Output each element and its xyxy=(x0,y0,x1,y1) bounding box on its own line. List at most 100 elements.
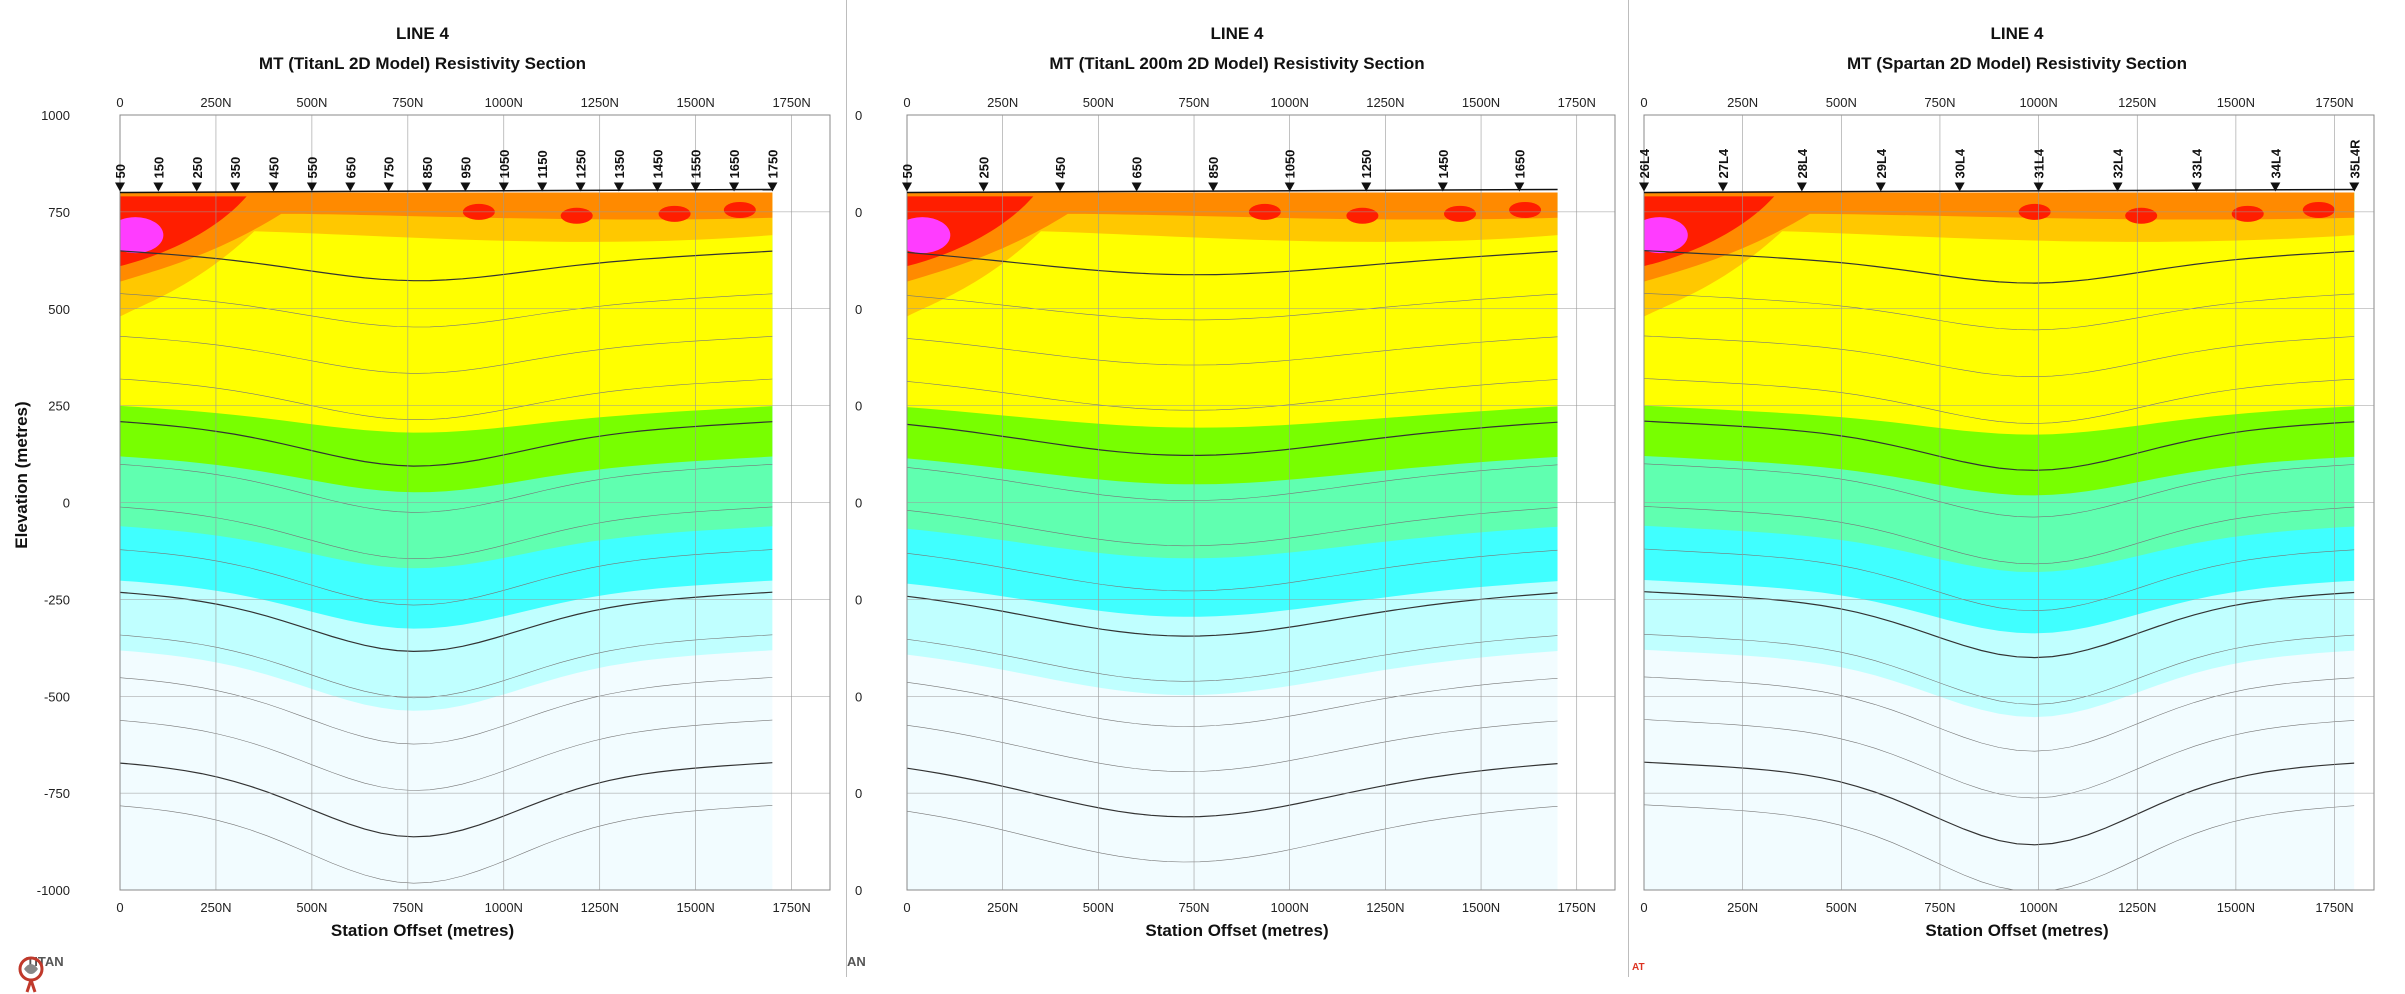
y-tick-label: 0 xyxy=(855,108,862,123)
station-label: 850 xyxy=(420,157,435,179)
station-marker xyxy=(2349,182,2360,192)
chart-3-plot: 0 0 250N 250N 500N 500N 750N 750N 1000N 1000N 1250… xyxy=(1637,95,2375,915)
chart-3-grid xyxy=(1643,114,2375,891)
band-gold xyxy=(907,192,1558,317)
contour-line xyxy=(120,378,773,421)
contour-line xyxy=(120,677,773,745)
anomaly-1 xyxy=(560,207,593,224)
station-marker xyxy=(575,182,586,192)
station-marker xyxy=(191,182,202,192)
band-orange xyxy=(907,192,1558,282)
x-tick-label-top: 750N xyxy=(1178,95,1209,110)
partial-logo: AN xyxy=(847,954,867,969)
band-magenta xyxy=(1644,217,1688,254)
station-label: 250 xyxy=(190,157,205,179)
contour-line xyxy=(907,250,1558,276)
station-label: 50 xyxy=(113,164,128,178)
y-tick-label: 250 xyxy=(48,399,70,414)
y-tick-label: 0 xyxy=(855,883,862,898)
station-label: 1750 xyxy=(765,150,780,179)
contour-line xyxy=(907,549,1558,592)
x-tick-label-top: 1000N xyxy=(485,95,523,110)
anomaly-2 xyxy=(1444,205,1477,222)
x-tick-label-top: 1000N xyxy=(1271,95,1309,110)
contour-line xyxy=(907,720,1558,773)
band-yellow xyxy=(120,192,773,433)
x-tick-label-top: 1250N xyxy=(581,95,619,110)
station-marker xyxy=(978,182,989,192)
station-marker xyxy=(460,182,471,192)
station-label: 450 xyxy=(1053,157,1068,179)
station-marker xyxy=(498,182,509,192)
station-label: 1450 xyxy=(650,150,665,179)
station-label: 150 xyxy=(151,157,166,179)
panel-1: LINE 4 MT (TitanL 2D Model) Resistivity … xyxy=(0,0,845,993)
x-tick-label-top: 1250N xyxy=(2118,95,2156,110)
anomaly-2 xyxy=(658,205,691,222)
x-tick-label-bottom: 750N xyxy=(1178,900,1209,915)
x-tick-label-bottom: 0 xyxy=(116,900,123,915)
x-tick-label-top: 500N xyxy=(1826,95,1857,110)
station-marker xyxy=(1954,182,1965,192)
x-tick-label-top: 0 xyxy=(1640,95,1647,110)
chart-3-subtitle: MT (Spartan 2D Model) Resistivity Sectio… xyxy=(1846,54,2188,73)
x-tick-label-bottom: 1500N xyxy=(677,900,715,915)
station-label: 1050 xyxy=(497,150,512,179)
contour-line xyxy=(120,719,773,791)
band-yellow xyxy=(907,192,1558,428)
station-marker xyxy=(2033,182,2044,192)
topography-line xyxy=(119,188,773,194)
chart-1-x-axis-label: Station Offset (metres) xyxy=(330,921,515,940)
station-label: 1250 xyxy=(574,150,589,179)
contour-line xyxy=(120,293,773,328)
panel-divider-1 xyxy=(846,0,847,977)
x-tick-label-top: 250N xyxy=(987,95,1018,110)
station-label: 33L4 xyxy=(2189,148,2204,178)
x-tick-label-top: 1500N xyxy=(2217,95,2255,110)
contour-line xyxy=(120,506,773,560)
contour-line xyxy=(120,762,773,838)
station-label: 1650 xyxy=(1512,150,1527,179)
x-tick-label-bottom: 1000N xyxy=(485,900,523,915)
x-tick-label-top: 250N xyxy=(1727,95,1758,110)
y-tick-label: 1000 xyxy=(41,108,70,123)
station-marker xyxy=(1796,182,1807,192)
band-orange xyxy=(120,192,773,282)
station-label: 31L4 xyxy=(2032,148,2047,178)
chart-3-title: LINE 4 xyxy=(1990,24,2044,43)
y-tick-label: -500 xyxy=(44,689,70,704)
station-label: 50 xyxy=(900,164,915,178)
x-tick-label-bottom: 1250N xyxy=(1366,900,1404,915)
chart-1-subtitle: MT (TitanL 2D Model) Resistivity Section xyxy=(258,54,587,73)
x-tick-label-bottom: 750N xyxy=(1924,900,1955,915)
x-tick-label-bottom: 1750N xyxy=(2315,900,2353,915)
station-label: 250 xyxy=(977,157,992,179)
station-marker xyxy=(2191,182,2202,192)
station-label: 1050 xyxy=(1283,150,1298,179)
y-tick-label: -1000 xyxy=(37,883,70,898)
y-tick-label: -250 xyxy=(44,592,70,607)
station-marker xyxy=(1717,182,1728,192)
station-label: 1250 xyxy=(1359,150,1374,179)
station-label: 32L4 xyxy=(2111,148,2126,178)
x-tick-label-bottom: 1750N xyxy=(1558,900,1596,915)
partial-logo-text: AN xyxy=(847,954,866,969)
anomaly-2 xyxy=(2231,205,2264,222)
station-label: 350 xyxy=(228,157,243,179)
x-tick-label-top: 1000N xyxy=(2019,95,2057,110)
station-marker xyxy=(115,182,125,192)
contour-line xyxy=(907,379,1558,411)
station-label: 30L4 xyxy=(1953,148,1968,178)
station-label: 650 xyxy=(343,157,358,179)
y-tick-label: -750 xyxy=(44,786,70,801)
titan-logo-icon xyxy=(18,956,44,993)
station-marker xyxy=(1639,182,1649,192)
x-tick-label-top: 0 xyxy=(116,95,123,110)
contour-line xyxy=(120,591,773,653)
station-marker xyxy=(345,182,356,192)
corner-mark: AT xyxy=(1632,962,1645,973)
x-tick-label-top: 1250N xyxy=(1366,95,1404,110)
band-gold xyxy=(1644,192,2355,317)
station-marker xyxy=(1208,182,1219,192)
station-marker xyxy=(1437,182,1448,192)
